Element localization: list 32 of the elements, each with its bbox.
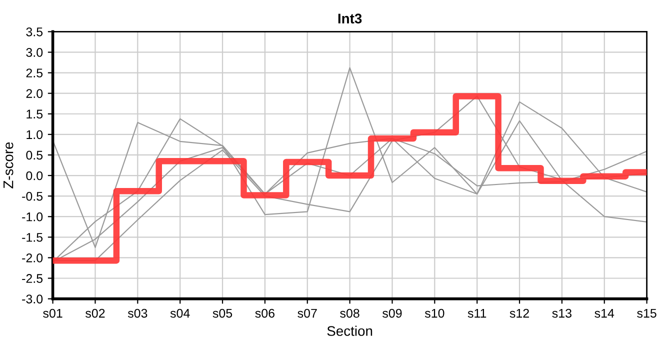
x-tick-label: s03 [128,308,148,318]
chart-title: Int3 [338,14,362,24]
x-tick-label: s15 [637,308,656,318]
y-tick-label: -0.5 [22,192,43,201]
x-tick-label: s13 [552,308,572,318]
y-tick-label: 1.0 [26,130,43,140]
x-tick-label: s08 [340,308,360,318]
y-tick-label: 3.5 [26,27,43,36]
y-tick-label: 2.5 [26,68,43,78]
y-tick-label: -3.0 [22,294,43,304]
x-tick-label: s10 [424,308,444,318]
x-tick-label: s09 [382,308,402,318]
y-tick-label: -2.5 [22,274,43,283]
x-tick-label: s11 [468,308,486,318]
x-tick-label: s02 [86,308,105,318]
y-tick-label: 3.0 [26,48,43,57]
x-axis-title: Section [327,326,372,336]
y-tick-label: 0.5 [26,150,43,160]
x-tick-label: s01 [43,308,62,318]
y-tick-label: 0.0 [26,171,43,180]
x-tick-label: s14 [594,308,614,318]
y-tick-label: 2.0 [26,89,43,98]
x-tick-label: s04 [170,308,190,318]
x-tick-label: s05 [212,308,232,318]
x-tick-label: s12 [510,308,529,318]
y-axis-title: Z-score [4,142,14,188]
y-tick-label: -1.0 [22,212,43,222]
x-tick-label: s07 [298,308,317,318]
x-tick-label: s06 [255,308,274,318]
y-tick-label: 1.5 [26,110,43,119]
y-tick-label: -2.0 [22,254,43,262]
y-tick-label: -1.5 [22,233,43,242]
